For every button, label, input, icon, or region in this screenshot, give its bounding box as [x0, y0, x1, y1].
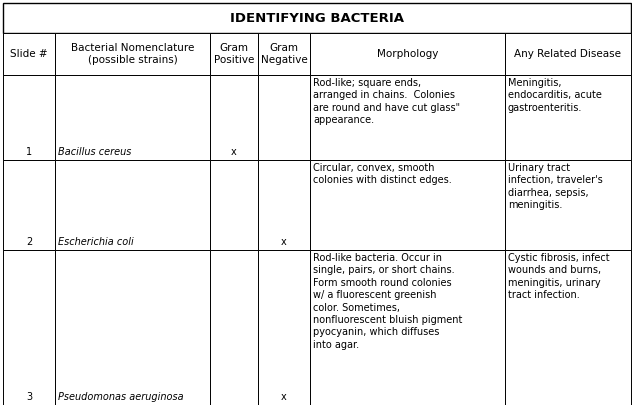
Text: Morphology: Morphology	[377, 49, 438, 59]
Text: Cystic fibrosis, infect
wounds and burns,
meningitis, urinary
tract infection.: Cystic fibrosis, infect wounds and burns…	[508, 253, 610, 300]
Bar	[3, 75, 55, 160]
Bar	[210, 75, 258, 160]
Text: Meningitis,
endocarditis, acute
gastroenteritis.: Meningitis, endocarditis, acute gastroen…	[508, 78, 602, 113]
Bar	[210, 33, 258, 75]
Text: Urinary tract
infection, traveler's
diarrhea, sepsis,
meningitis.: Urinary tract infection, traveler's diar…	[508, 163, 603, 210]
Text: Gram
Negative: Gram Negative	[260, 43, 307, 65]
Bar	[505, 33, 631, 75]
Text: x: x	[281, 237, 287, 247]
Bar	[505, 75, 631, 160]
Bar	[310, 75, 505, 160]
Text: Escherichia coli: Escherichia coli	[58, 237, 134, 247]
Bar	[55, 160, 210, 250]
Bar	[210, 250, 258, 405]
Bar	[3, 160, 55, 250]
Text: 1: 1	[26, 147, 32, 157]
Bar	[3, 3, 631, 33]
Text: IDENTIFYING BACTERIA: IDENTIFYING BACTERIA	[230, 11, 404, 24]
Text: Pseudomonas aeruginosa: Pseudomonas aeruginosa	[58, 392, 184, 402]
Text: Rod-like bacteria. Occur in
single, pairs, or short chains.
Form smooth round co: Rod-like bacteria. Occur in single, pair…	[313, 253, 463, 350]
Bar	[3, 33, 55, 75]
Text: x: x	[231, 147, 237, 157]
Text: 3: 3	[26, 392, 32, 402]
Bar	[55, 33, 210, 75]
Text: Circular, convex, smooth
colonies with distinct edges.: Circular, convex, smooth colonies with d…	[313, 163, 452, 185]
Bar	[310, 33, 505, 75]
Bar	[505, 250, 631, 405]
Bar	[258, 250, 310, 405]
Bar	[310, 250, 505, 405]
Bar	[55, 75, 210, 160]
Bar	[505, 160, 631, 250]
Bar	[3, 250, 55, 405]
Text: Bacterial Nomenclature
(possible strains): Bacterial Nomenclature (possible strains…	[71, 43, 194, 65]
Text: x: x	[281, 392, 287, 402]
Text: Rod-like; square ends,
arranged in chains.  Colonies
are round and have cut glas: Rod-like; square ends, arranged in chain…	[313, 78, 460, 125]
Text: Bacillus cereus: Bacillus cereus	[58, 147, 131, 157]
Bar	[258, 33, 310, 75]
Text: Any Related Disease: Any Related Disease	[514, 49, 621, 59]
Text: Gram
Positive: Gram Positive	[214, 43, 254, 65]
Text: Slide #: Slide #	[10, 49, 48, 59]
Bar	[258, 160, 310, 250]
Bar	[55, 250, 210, 405]
Bar	[210, 160, 258, 250]
Text: 2: 2	[26, 237, 32, 247]
Bar	[310, 160, 505, 250]
Bar	[258, 75, 310, 160]
